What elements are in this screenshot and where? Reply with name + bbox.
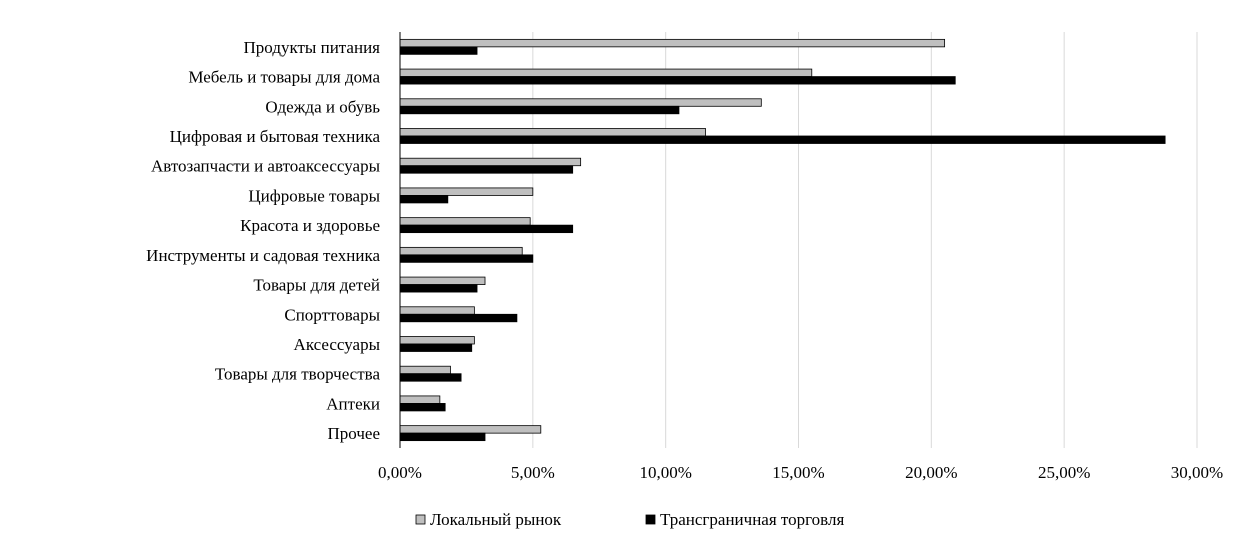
- category-label: Красота и здоровье: [240, 216, 380, 235]
- bar-local: [399, 246, 523, 256]
- x-tick-label: 30,00%: [1171, 463, 1223, 482]
- category-label: Товары для творчества: [215, 365, 381, 384]
- bar-local: [399, 38, 946, 48]
- category-label: Одежда и обувь: [265, 97, 380, 116]
- category-label: Аптеки: [326, 394, 380, 413]
- bar-local: [399, 365, 451, 375]
- category-label: Автозапчасти и автоаксессуары: [151, 157, 381, 176]
- bar-crossborder: [399, 432, 486, 442]
- bar-local: [399, 98, 762, 107]
- bar-crossborder: [399, 76, 956, 85]
- x-tick-label: 20,00%: [905, 463, 957, 482]
- category-label: Товары для детей: [253, 276, 380, 295]
- bar-crossborder: [399, 343, 473, 352]
- bar-crossborder: [399, 105, 680, 115]
- bar-local: [399, 187, 534, 196]
- bar-local: [399, 128, 706, 137]
- x-tick-label: 10,00%: [639, 463, 691, 482]
- legend: Локальный рынок Трансграничная торговля: [415, 510, 844, 529]
- legend-label-local: Локальный рынок: [430, 510, 562, 529]
- bar-local: [399, 306, 475, 315]
- bar-local: [399, 336, 475, 345]
- bar-crossborder: [399, 195, 449, 204]
- bar-local: [399, 425, 542, 434]
- bars: [399, 38, 1166, 442]
- legend-swatch-local: [415, 514, 426, 525]
- category-label: Цифровая и бытовая техника: [170, 127, 381, 146]
- bar-crossborder: [399, 403, 446, 412]
- category-label: Инструменты и садовая техника: [146, 246, 380, 265]
- legend-label-crossborder: Трансграничная торговля: [660, 510, 844, 529]
- bar-crossborder: [399, 46, 478, 55]
- category-label: Цифровые товары: [248, 186, 380, 205]
- bar-local: [399, 157, 582, 167]
- category-label: Мебель и товары для дома: [188, 68, 380, 87]
- bar-crossborder: [399, 373, 462, 382]
- x-tick-label: 5,00%: [511, 463, 555, 482]
- bar-crossborder: [399, 165, 574, 174]
- bar-local: [399, 276, 486, 285]
- bar-local: [399, 395, 441, 404]
- x-tick-label: 15,00%: [772, 463, 824, 482]
- x-tick-label: 0,00%: [378, 463, 422, 482]
- bar-local: [399, 68, 813, 77]
- gridlines: [532, 32, 1198, 448]
- x-tick-label: 25,00%: [1038, 463, 1090, 482]
- category-label: Спорттовары: [284, 305, 380, 324]
- legend-swatch-crossborder: [645, 514, 656, 525]
- category-labels: Продукты питания Мебель и товары для дома…: [146, 38, 380, 443]
- category-label: Продукты питания: [244, 38, 381, 57]
- bar-local: [399, 217, 531, 226]
- bar-crossborder: [399, 284, 478, 293]
- bar-crossborder: [399, 135, 1166, 144]
- category-label: Прочее: [328, 424, 380, 443]
- x-tick-labels: 0,00% 5,00% 10,00% 15,00% 20,00% 25,00% 30,00%: [378, 463, 1223, 482]
- category-label: Аксессуары: [294, 335, 381, 354]
- bar-crossborder: [399, 254, 534, 263]
- bar-crossborder: [399, 224, 574, 234]
- bar-crossborder: [399, 313, 518, 323]
